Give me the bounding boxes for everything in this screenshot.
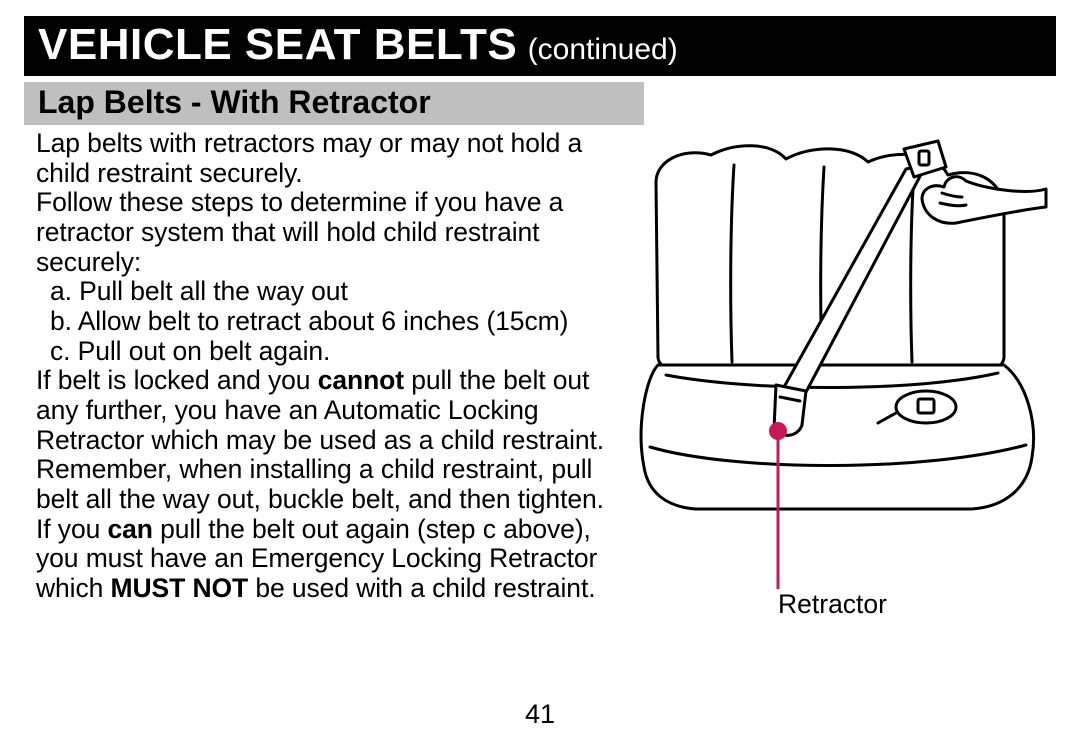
- buckle-slot: [918, 399, 934, 413]
- p4-part-c: be used with a child restraint.: [248, 573, 595, 603]
- figure-column: Retractor: [626, 127, 1056, 662]
- manual-page: VEHICLE SEAT BELTS (continued) Lap Belts…: [0, 0, 1080, 738]
- steps-list: a. Pull belt all the way out b. Allow be…: [36, 277, 614, 366]
- step-a: a. Pull belt all the way out: [50, 277, 614, 307]
- content-row: Lap belts with retractors may or may not…: [24, 127, 1056, 662]
- body-text: Lap belts with retractors may or may not…: [24, 127, 614, 604]
- p3-cannot: cannot: [318, 365, 404, 395]
- subsection-header-bar: Lap Belts - With Retractor: [24, 82, 644, 125]
- latch-slot: [919, 151, 929, 165]
- section-header-bar: VEHICLE SEAT BELTS (continued): [24, 16, 1056, 76]
- section-title: VEHICLE SEAT BELTS: [38, 20, 517, 69]
- step-b: b. Allow belt to retract about 6 inches …: [50, 307, 614, 337]
- page-number: 41: [0, 699, 1080, 730]
- paragraph-4: If you can pull the belt out again (step…: [36, 515, 614, 604]
- p4-mustnot: MUST NOT: [111, 573, 249, 603]
- step-c: c. Pull out on belt again.: [50, 337, 614, 367]
- paragraph-2: Follow these steps to determine if you h…: [36, 188, 614, 277]
- section-continued: (continued): [528, 33, 678, 66]
- paragraph-3: If belt is locked and you cannot pull th…: [36, 366, 614, 514]
- seat-retractor-illustration: [626, 137, 1056, 657]
- p4-part-a: If you: [36, 514, 107, 544]
- subsection-title: Lap Belts - With Retractor: [38, 84, 431, 120]
- p4-can: can: [107, 514, 152, 544]
- paragraph-1: Lap belts with retractors may or may not…: [36, 129, 614, 188]
- figure-caption: Retractor: [778, 589, 887, 620]
- p3-part-a: If belt is locked and you: [36, 365, 318, 395]
